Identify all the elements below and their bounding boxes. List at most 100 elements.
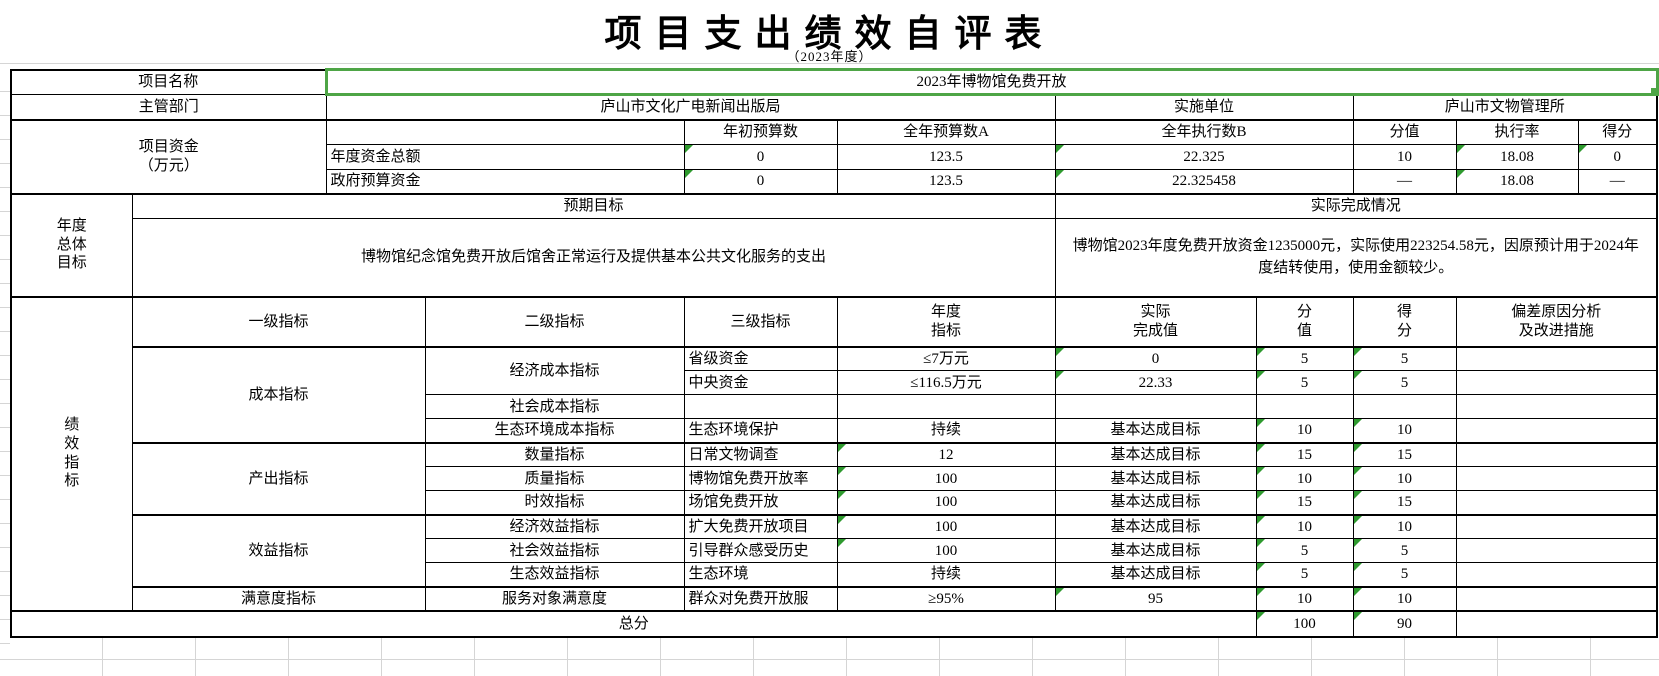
cell-dept-label[interactable]: 主管部门	[10, 94, 327, 120]
cell-funding-value[interactable]: 0	[1577, 144, 1658, 170]
cell-score[interactable]	[1352, 394, 1457, 419]
cell-score[interactable]: 5	[1352, 345, 1457, 371]
cell-funding-label[interactable]: 项目资金 （万元）	[10, 118, 327, 194]
cell-col-points[interactable]: 分 值	[1255, 295, 1354, 347]
cell-funding-value[interactable]: 10	[1352, 144, 1457, 170]
cell-target[interactable]: 100	[836, 490, 1056, 515]
cell-col-actual-value[interactable]: 实际 完成值	[1054, 295, 1257, 347]
cell-funding-col-points[interactable]: 分值	[1352, 118, 1457, 145]
cell-indicator-l3[interactable]: 群众对免费开放服	[683, 585, 838, 611]
cell-funding-col-score[interactable]: 得分	[1577, 118, 1658, 145]
cell-indicator-l2[interactable]: 生态环境成本指标	[424, 418, 685, 443]
cell-target[interactable]: 持续	[836, 418, 1056, 443]
cell-annual-goal-label[interactable]: 年度 总体 目标	[10, 192, 133, 297]
cell-impl-unit-value[interactable]: 庐山市文物管理所	[1352, 94, 1658, 120]
cell-indicator-l1[interactable]: 产出指标	[131, 441, 426, 515]
cell-target[interactable]: 12	[836, 441, 1056, 467]
cell-col-level2[interactable]: 二级指标	[424, 295, 685, 347]
cell-score[interactable]: 10	[1352, 585, 1457, 611]
cell-deviation[interactable]	[1455, 538, 1658, 563]
selection-fill-handle[interactable]	[1649, 87, 1655, 92]
cell-project-name-value-selected[interactable]: 2023年博物馆免费开放	[324, 68, 1659, 96]
cell-indicators-label[interactable]: 绩 效 指 标	[10, 295, 133, 611]
cell-deviation[interactable]	[1455, 466, 1658, 491]
cell-funding-value[interactable]: 0	[683, 144, 838, 170]
cell-target[interactable]: ≥95%	[836, 585, 1056, 611]
cell-deviation[interactable]	[1455, 394, 1658, 419]
cell-actual[interactable]: 基本达成目标	[1054, 490, 1257, 515]
cell-impl-unit-label[interactable]: 实施单位	[1054, 94, 1354, 120]
cell-score[interactable]: 10	[1352, 513, 1457, 539]
cell-target[interactable]: ≤7万元	[836, 345, 1056, 371]
cell-funding-col-initial-budget[interactable]: 年初预算数	[683, 118, 838, 145]
cell-points[interactable]: 10	[1255, 466, 1354, 491]
sheet-subtitle-cell[interactable]: （2023年度）	[786, 49, 873, 64]
cell-deviation[interactable]	[1455, 345, 1658, 371]
cell-funding-col-executed[interactable]: 全年执行数B	[1054, 118, 1354, 145]
cell-actual[interactable]: 基本达成目标	[1054, 538, 1257, 563]
cell-indicator-l1[interactable]: 效益指标	[131, 513, 426, 587]
cell-indicator-l2[interactable]: 时效指标	[424, 490, 685, 515]
cell-funding-value[interactable]: 22.325	[1054, 144, 1354, 170]
cell-indicator-l3[interactable]: 扩大免费开放项目	[683, 513, 838, 539]
cell-total-deviation[interactable]	[1455, 609, 1658, 637]
cell-points[interactable]: 5	[1255, 370, 1354, 395]
cell-expected-goal-header[interactable]: 预期目标	[131, 192, 1056, 219]
cell-project-name-label[interactable]: 项目名称	[10, 69, 327, 95]
cell-indicator-l3[interactable]: 引导群众感受历史	[683, 538, 838, 563]
cell-indicator-l2[interactable]: 社会成本指标	[424, 394, 685, 419]
cell-funding-value[interactable]: 18.08	[1455, 169, 1579, 194]
cell-funding-value[interactable]: 0	[683, 169, 838, 194]
cell-points[interactable]: 10	[1255, 513, 1354, 539]
cell-indicator-l2[interactable]: 经济效益指标	[424, 513, 685, 539]
cell-deviation[interactable]	[1455, 441, 1658, 467]
cell-actual[interactable]: 基本达成目标	[1054, 466, 1257, 491]
cell-actual[interactable]: 基本达成目标	[1054, 562, 1257, 587]
cell-total-points[interactable]: 100	[1255, 609, 1354, 637]
cell-points[interactable]	[1255, 394, 1354, 419]
cell-deviation[interactable]	[1455, 562, 1658, 587]
cell-actual[interactable]: 基本达成目标	[1054, 441, 1257, 467]
cell-deviation[interactable]	[1455, 490, 1658, 515]
cell-funding-value[interactable]: 123.5	[836, 144, 1056, 170]
cell-indicator-l2[interactable]: 社会效益指标	[424, 538, 685, 563]
cell-indicator-l3[interactable]: 中央资金	[683, 370, 838, 395]
cell-target[interactable]	[836, 394, 1056, 419]
cell-indicator-l3[interactable]	[683, 394, 838, 419]
cell-deviation[interactable]	[1455, 370, 1658, 395]
cell-target[interactable]: ≤116.5万元	[836, 370, 1056, 395]
cell-indicator-l3[interactable]: 省级资金	[683, 345, 838, 371]
cell-indicator-l2[interactable]: 服务对象满意度	[424, 585, 685, 611]
cell-points[interactable]: 5	[1255, 562, 1354, 587]
cell-target[interactable]: 持续	[836, 562, 1056, 587]
cell-col-level1[interactable]: 一级指标	[131, 295, 426, 347]
cell-indicator-l3[interactable]: 场馆免费开放	[683, 490, 838, 515]
cell-col-score[interactable]: 得 分	[1352, 295, 1457, 347]
cell-funding-col-exec-rate[interactable]: 执行率	[1455, 118, 1579, 145]
cell-indicator-l3[interactable]: 博物馆免费开放率	[683, 466, 838, 491]
cell-actual[interactable]: 0	[1054, 345, 1257, 371]
cell-score[interactable]: 5	[1352, 562, 1457, 587]
cell-col-level3[interactable]: 三级指标	[683, 295, 838, 347]
cell-funding-value[interactable]: 123.5	[836, 169, 1056, 194]
cell-actual-completion-text[interactable]: 博物馆2023年度免费开放资金1235000元，实际使用223254.58元，因…	[1054, 218, 1658, 297]
cell-funding-row-name[interactable]: 政府预算资金	[325, 169, 685, 194]
cell-total-score[interactable]: 90	[1352, 609, 1457, 637]
cell-score[interactable]: 15	[1352, 441, 1457, 467]
cell-dept-value[interactable]: 庐山市文化广电新闻出版局	[325, 94, 1056, 120]
cell-indicator-l2[interactable]: 质量指标	[424, 466, 685, 491]
cell-funding-col-annual-budget[interactable]: 全年预算数A	[836, 118, 1056, 145]
cell-funding-row-name[interactable]: 年度资金总额	[325, 144, 685, 170]
cell-indicator-l2[interactable]: 数量指标	[424, 441, 685, 467]
cell-indicator-l3[interactable]: 生态环境保护	[683, 418, 838, 443]
cell-indicator-l2[interactable]: 生态效益指标	[424, 562, 685, 587]
cell-actual[interactable]: 95	[1054, 585, 1257, 611]
cell-funding-value[interactable]: 18.08	[1455, 144, 1579, 170]
sheet-title-cell[interactable]: 项目支出绩效自评表	[604, 14, 1055, 55]
cell-indicator-l1[interactable]: 成本指标	[131, 345, 426, 443]
cell-actual[interactable]: 22.33	[1054, 370, 1257, 395]
cell-actual-completion-header[interactable]: 实际完成情况	[1054, 192, 1658, 219]
cell-points[interactable]: 5	[1255, 345, 1354, 371]
cell-points[interactable]: 15	[1255, 490, 1354, 515]
cell-col-deviation[interactable]: 偏差原因分析 及改进措施	[1455, 295, 1658, 347]
